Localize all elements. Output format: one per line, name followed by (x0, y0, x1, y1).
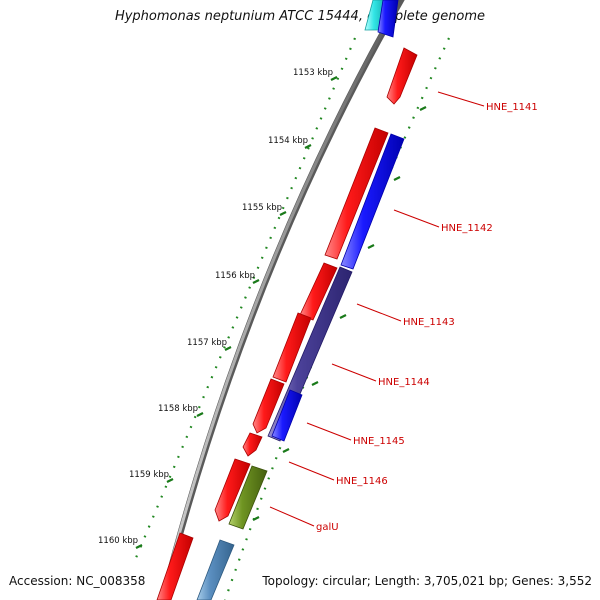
major-tick (279, 211, 287, 216)
cds-feature[interactable] (324, 127, 389, 260)
tick-label: 1157 kbp (187, 338, 227, 348)
major-tick (224, 346, 232, 351)
gene-label[interactable]: HNE_1142 (441, 223, 493, 234)
gene-label[interactable]: HNE_1145 (353, 436, 405, 447)
cds-feature-hne1141[interactable] (386, 47, 418, 105)
tick-label: 1158 kbp (158, 404, 198, 414)
major-tick (311, 381, 319, 386)
tick-label: 1154 kbp (268, 136, 308, 146)
gene-leader-line (356, 303, 402, 322)
gene-label[interactable]: galU (316, 522, 339, 533)
tick-label: 1160 kbp (98, 536, 138, 546)
major-tick (252, 279, 260, 284)
accession-text: Accession: NC_008358 (9, 574, 146, 588)
major-tick (330, 76, 338, 81)
gene-leader-line (437, 91, 485, 107)
chromosome-backbone (159, 0, 405, 600)
tick-label: 1155 kbp (242, 203, 282, 213)
gene-leader-line (393, 209, 440, 228)
cds-feature-galu[interactable] (228, 465, 268, 530)
cds-feature[interactable] (299, 262, 338, 321)
cds-feature[interactable] (156, 532, 194, 600)
major-tick (339, 314, 347, 319)
gene-leader-line (331, 363, 377, 382)
tick-label: 1156 kbp (215, 271, 255, 281)
major-tick (282, 448, 290, 453)
cds-feature[interactable] (214, 458, 251, 522)
major-tick (304, 144, 312, 149)
major-tick (166, 478, 174, 483)
cds-feature-blue[interactable] (377, 0, 399, 38)
major-tick (367, 244, 375, 249)
gene-leader-line (288, 461, 335, 481)
major-tick (196, 412, 204, 417)
cds-feature[interactable] (252, 378, 285, 434)
cds-feature-hne1142[interactable] (340, 133, 405, 270)
chromosome-backbone-highlight (160, 0, 403, 600)
gene-leader-line (306, 422, 352, 441)
tick-label: 1159 kbp (129, 470, 169, 480)
major-tick (252, 516, 260, 521)
major-tick (393, 176, 401, 181)
cds-feature-hne1145[interactable] (271, 389, 303, 442)
major-tick (419, 106, 427, 111)
cds-feature[interactable] (272, 312, 312, 383)
gene-label[interactable]: HNE_1144 (378, 377, 430, 388)
major-tick (135, 544, 143, 549)
gene-label[interactable]: HNE_1141 (486, 102, 538, 113)
cds-feature-steelblue[interactable] (196, 539, 235, 600)
cds-feature[interactable] (242, 432, 263, 457)
gene-leader-line (269, 506, 315, 527)
gene-label[interactable]: HNE_1146 (336, 476, 388, 487)
genome-summary-text: Topology: circular; Length: 3,705,021 bp… (262, 574, 592, 588)
gene-label[interactable]: HNE_1143 (403, 317, 455, 328)
tick-label: 1153 kbp (293, 68, 333, 78)
